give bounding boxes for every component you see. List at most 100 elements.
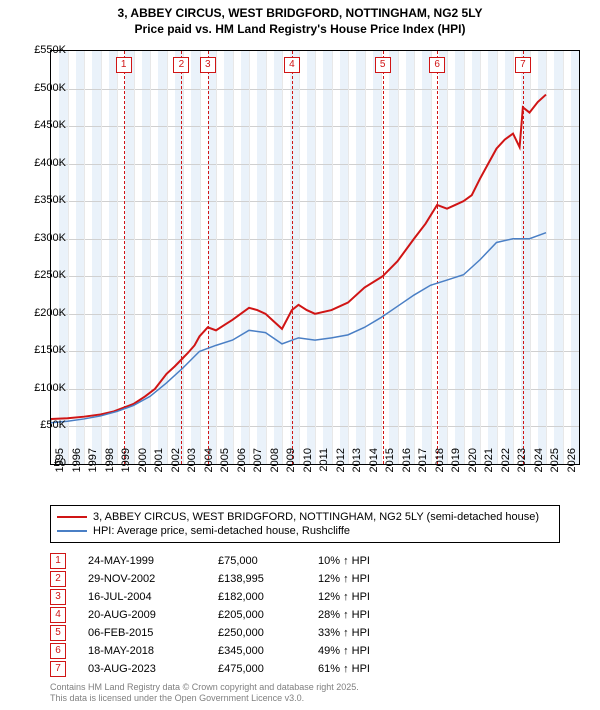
sale-date: 20-AUG-2009	[88, 609, 218, 621]
plot-area: 1234567	[50, 50, 580, 465]
sale-row: 7 03-AUG-2023£475,00061% ↑ HPI	[50, 660, 438, 678]
sale-pct: 12% ↑ HPI	[318, 573, 438, 585]
title-line2: Price paid vs. HM Land Registry's House …	[0, 22, 600, 38]
title-line1: 3, ABBEY CIRCUS, WEST BRIDGFORD, NOTTING…	[0, 6, 600, 22]
sale-date: 29-NOV-2002	[88, 573, 218, 585]
x-tick-label: 2016	[401, 448, 413, 488]
x-tick-label: 2012	[335, 448, 347, 488]
sale-row: 2 29-NOV-2002£138,99512% ↑ HPI	[50, 570, 438, 588]
sale-date: 18-MAY-2018	[88, 645, 218, 657]
x-tick-label: 1999	[120, 448, 132, 488]
x-tick-label: 2026	[566, 448, 578, 488]
x-tick-label: 2014	[368, 448, 380, 488]
footer-line1: Contains HM Land Registry data © Crown c…	[50, 682, 359, 693]
chart-title: 3, ABBEY CIRCUS, WEST BRIDGFORD, NOTTING…	[0, 0, 600, 37]
x-tick-label: 2007	[252, 448, 264, 488]
sale-marker: 4	[284, 57, 300, 73]
sale-row: 618-MAY-2018£345,00049% ↑ HPI	[50, 642, 438, 660]
up-arrow-icon: ↑ HPI	[343, 555, 370, 567]
x-tick-label: 2022	[500, 448, 512, 488]
x-tick-label: 2004	[203, 448, 215, 488]
x-tick-label: 2025	[549, 448, 561, 488]
y-tick-label: £500K	[18, 82, 66, 94]
y-tick-label: £400K	[18, 157, 66, 169]
sale-index: 1	[50, 553, 66, 569]
sale-marker: 7	[515, 57, 531, 73]
x-tick-label: 2018	[434, 448, 446, 488]
x-tick-label: 2019	[450, 448, 462, 488]
y-tick-label: £300K	[18, 232, 66, 244]
sale-pct: 10% ↑ HPI	[318, 555, 438, 567]
legend-label: HPI: Average price, semi-detached house,…	[93, 525, 350, 537]
line-series	[51, 51, 579, 464]
sale-pct: 61% ↑ HPI	[318, 663, 438, 675]
x-tick-label: 1998	[104, 448, 116, 488]
series-line	[51, 233, 546, 423]
sale-marker: 3	[200, 57, 216, 73]
legend-item-price: 3, ABBEY CIRCUS, WEST BRIDGFORD, NOTTING…	[57, 510, 553, 524]
sale-index: 4	[50, 607, 66, 623]
x-tick-label: 2010	[302, 448, 314, 488]
sale-row: 4 20-AUG-2009£205,00028% ↑ HPI	[50, 606, 438, 624]
y-tick-label: £350K	[18, 194, 66, 206]
legend-swatch	[57, 516, 87, 518]
x-tick-label: 2015	[384, 448, 396, 488]
x-tick-label: 2023	[516, 448, 528, 488]
sale-price: £345,000	[218, 645, 318, 657]
sale-marker: 6	[429, 57, 445, 73]
x-tick-label: 1995	[54, 448, 66, 488]
sale-price: £75,000	[218, 555, 318, 567]
sale-index: 7	[50, 661, 66, 677]
sale-index: 3	[50, 589, 66, 605]
y-tick-label: £50K	[18, 419, 66, 431]
y-tick-label: £100K	[18, 382, 66, 394]
x-tick-label: 2000	[137, 448, 149, 488]
x-tick-label: 2005	[219, 448, 231, 488]
x-tick-label: 2006	[236, 448, 248, 488]
up-arrow-icon: ↑ HPI	[343, 609, 370, 621]
sale-marker: 5	[375, 57, 391, 73]
sale-row: 1 24-MAY-1999£75,00010% ↑ HPI	[50, 552, 438, 570]
y-tick-label: £550K	[18, 44, 66, 56]
sale-pct: 33% ↑ HPI	[318, 627, 438, 639]
sale-index: 5	[50, 625, 66, 641]
sale-date: 24-MAY-1999	[88, 555, 218, 567]
chart-container: 3, ABBEY CIRCUS, WEST BRIDGFORD, NOTTING…	[0, 0, 600, 710]
x-tick-label: 2008	[269, 448, 281, 488]
footer-line2: This data is licensed under the Open Gov…	[50, 693, 359, 704]
sale-date: 16-JUL-2004	[88, 591, 218, 603]
series-line	[51, 95, 546, 419]
x-tick-label: 1997	[87, 448, 99, 488]
x-tick-label: 2011	[318, 448, 330, 488]
x-tick-label: 2020	[467, 448, 479, 488]
sale-marker: 2	[173, 57, 189, 73]
y-tick-label: £450K	[18, 119, 66, 131]
y-tick-label: £150K	[18, 344, 66, 356]
up-arrow-icon: ↑ HPI	[343, 663, 370, 675]
legend: 3, ABBEY CIRCUS, WEST BRIDGFORD, NOTTING…	[50, 505, 560, 543]
up-arrow-icon: ↑ HPI	[343, 627, 370, 639]
sale-price: £250,000	[218, 627, 318, 639]
sale-index: 6	[50, 643, 66, 659]
sale-price: £182,000	[218, 591, 318, 603]
footer-text: Contains HM Land Registry data © Crown c…	[50, 682, 359, 704]
sale-pct: 28% ↑ HPI	[318, 609, 438, 621]
x-tick-label: 2013	[351, 448, 363, 488]
sale-price: £138,995	[218, 573, 318, 585]
sale-date: 03-AUG-2023	[88, 663, 218, 675]
x-tick-label: 1996	[71, 448, 83, 488]
sale-price: £475,000	[218, 663, 318, 675]
legend-label: 3, ABBEY CIRCUS, WEST BRIDGFORD, NOTTING…	[93, 511, 539, 523]
x-tick-label: 2002	[170, 448, 182, 488]
up-arrow-icon: ↑ HPI	[343, 591, 370, 603]
sale-price: £205,000	[218, 609, 318, 621]
x-tick-label: 2009	[285, 448, 297, 488]
sale-index: 2	[50, 571, 66, 587]
sales-table: 1 24-MAY-1999£75,00010% ↑ HPI 2 29-NOV-2002…	[50, 552, 438, 678]
x-tick-label: 2001	[153, 448, 165, 488]
sale-date: 06-FEB-2015	[88, 627, 218, 639]
legend-item-hpi: HPI: Average price, semi-detached house,…	[57, 524, 553, 538]
up-arrow-icon: ↑ HPI	[343, 645, 370, 657]
sale-row: 5 06-FEB-2015£250,00033% ↑ HPI	[50, 624, 438, 642]
x-tick-label: 2024	[533, 448, 545, 488]
